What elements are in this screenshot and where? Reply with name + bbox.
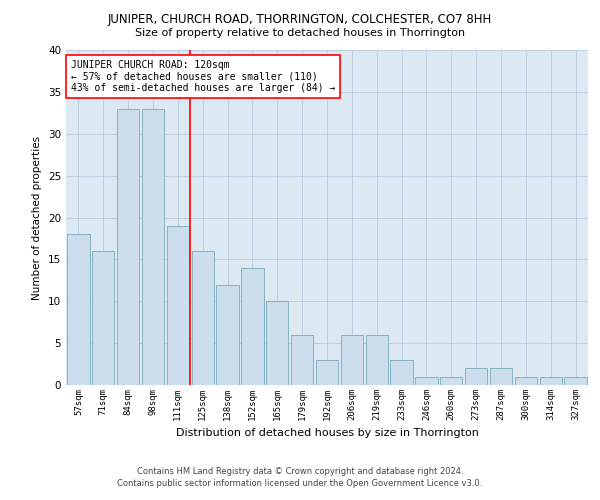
Text: Contains HM Land Registry data © Crown copyright and database right 2024.: Contains HM Land Registry data © Crown c…: [137, 467, 463, 476]
Bar: [117, 108, 139, 385]
Bar: [539, 376, 562, 385]
Bar: [515, 376, 537, 385]
Bar: [291, 335, 313, 385]
Bar: [415, 376, 437, 385]
Text: Size of property relative to detached houses in Thorrington: Size of property relative to detached ho…: [135, 28, 465, 38]
X-axis label: Distribution of detached houses by size in Thorrington: Distribution of detached houses by size …: [176, 428, 478, 438]
Bar: [92, 251, 115, 385]
Bar: [440, 376, 463, 385]
Bar: [341, 335, 363, 385]
Y-axis label: Number of detached properties: Number of detached properties: [32, 136, 43, 300]
Bar: [490, 368, 512, 385]
Bar: [142, 108, 164, 385]
Bar: [241, 268, 263, 385]
Bar: [316, 360, 338, 385]
Bar: [191, 251, 214, 385]
Text: Contains public sector information licensed under the Open Government Licence v3: Contains public sector information licen…: [118, 478, 482, 488]
Bar: [167, 226, 189, 385]
Bar: [565, 376, 587, 385]
Text: JUNIPER, CHURCH ROAD, THORRINGTON, COLCHESTER, CO7 8HH: JUNIPER, CHURCH ROAD, THORRINGTON, COLCH…: [108, 12, 492, 26]
Text: JUNIPER CHURCH ROAD: 120sqm
← 57% of detached houses are smaller (110)
43% of se: JUNIPER CHURCH ROAD: 120sqm ← 57% of det…: [71, 60, 335, 93]
Bar: [266, 301, 289, 385]
Bar: [217, 284, 239, 385]
Bar: [67, 234, 89, 385]
Bar: [465, 368, 487, 385]
Bar: [365, 335, 388, 385]
Bar: [391, 360, 413, 385]
